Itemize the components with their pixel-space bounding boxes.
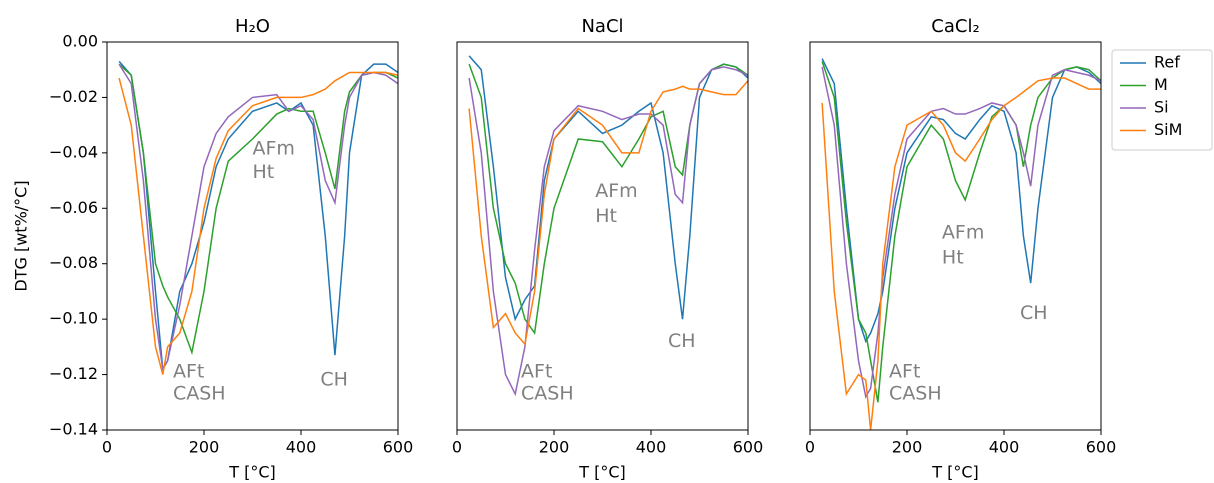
y-tick-label: −0.12 [49, 364, 98, 383]
x-tick-label: 400 [636, 438, 667, 457]
x-axis-label: T [°C] [931, 463, 979, 482]
annotation: AFt [173, 360, 204, 382]
x-tick-label: 200 [539, 438, 570, 457]
annotation: AFm [595, 180, 637, 202]
plot-frame [809, 41, 1102, 431]
data-line [468, 55, 749, 322]
panel-title: CaCl₂ [931, 16, 979, 37]
data-line [118, 71, 399, 375]
data-line [118, 63, 399, 356]
annotation: AFt [521, 360, 552, 382]
annotation: AFm [253, 137, 295, 159]
annotation: Ht [253, 161, 275, 183]
x-tick-label: 0 [805, 438, 815, 457]
y-tick-label: −0.02 [49, 87, 98, 106]
data-line [468, 80, 749, 346]
panel-title: NaCl [581, 16, 623, 37]
annotation: CH [668, 330, 696, 352]
legend-box [1111, 49, 1213, 151]
legend-label: M [1154, 75, 1168, 94]
legend-label: Si [1154, 98, 1169, 117]
annotation: Ht [942, 247, 964, 269]
annotation: CH [320, 369, 348, 391]
panel-title: H₂O [235, 16, 270, 37]
x-axis-label: T [°C] [578, 463, 626, 482]
data-line [118, 63, 399, 372]
x-tick-label: 400 [286, 438, 317, 457]
annotation: AFt [889, 360, 920, 382]
y-tick-label: −0.10 [49, 309, 98, 328]
plot-frame [106, 41, 399, 431]
x-tick-label: 600 [1086, 438, 1117, 457]
annotation: CASH [173, 382, 226, 404]
x-tick-label: 600 [733, 438, 764, 457]
y-axis-label: DTG [wt%/°C] [12, 180, 31, 291]
annotation: CASH [521, 382, 574, 404]
legend-label: Ref [1154, 53, 1180, 72]
x-axis-label: T [°C] [228, 463, 276, 482]
y-tick-label: −0.14 [49, 420, 98, 439]
data-line [821, 58, 1102, 344]
data-line [118, 60, 399, 372]
x-tick-label: 0 [452, 438, 462, 457]
plot-frame [456, 41, 749, 431]
annotation: CH [1020, 302, 1048, 324]
data-line [468, 66, 749, 397]
x-tick-label: 0 [102, 438, 112, 457]
x-tick-label: 400 [989, 438, 1020, 457]
x-tick-label: 200 [189, 438, 220, 457]
annotation: AFm [942, 222, 984, 244]
y-tick-label: −0.04 [49, 142, 98, 161]
legend-label: SiM [1154, 120, 1182, 139]
data-line [821, 77, 1101, 431]
x-tick-label: 600 [383, 438, 414, 457]
y-tick-label: −0.08 [49, 253, 98, 272]
y-tick-label: −0.06 [49, 198, 98, 217]
annotation: CASH [889, 382, 942, 404]
y-tick-label: 0.00 [62, 32, 98, 51]
x-tick-label: 200 [892, 438, 923, 457]
annotation: Ht [595, 205, 617, 227]
